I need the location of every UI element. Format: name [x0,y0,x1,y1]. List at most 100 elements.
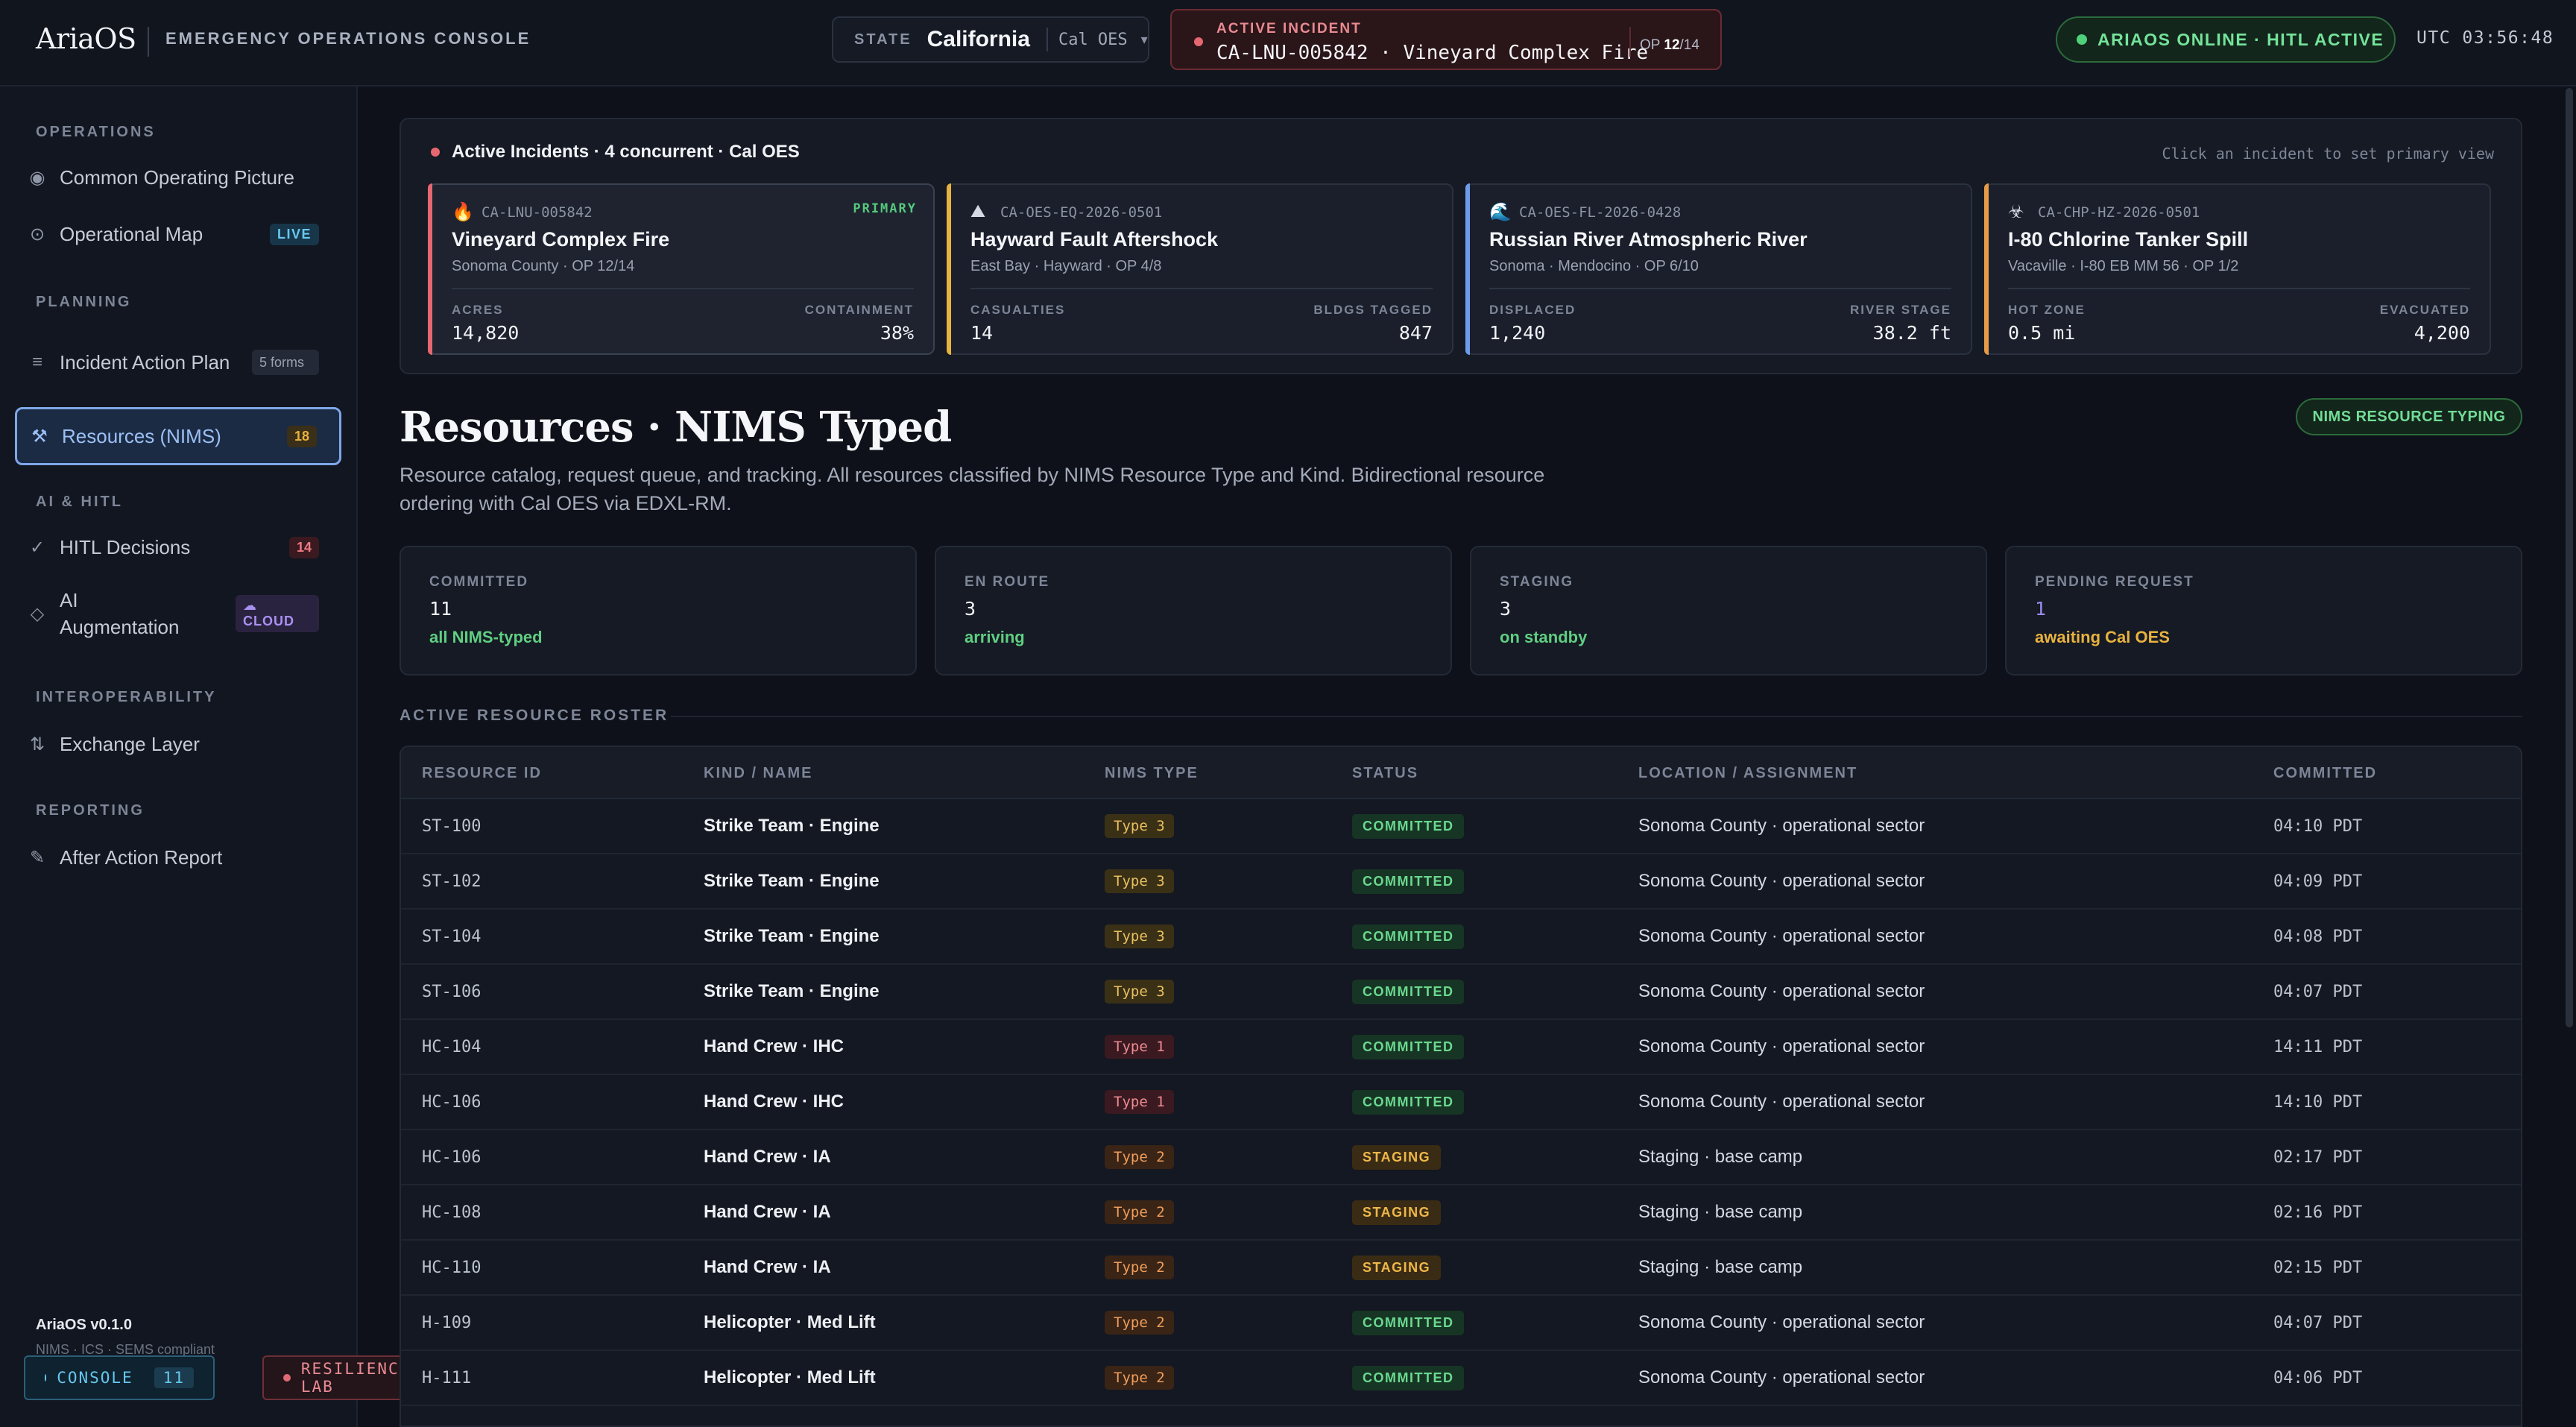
table-row[interactable]: HC-104 Hand Crew · IHC Type 1 COMMITTED … [401,1020,2521,1075]
incident-accent-bar [1984,183,1989,355]
roster-divider [671,716,2522,717]
committed-time: 02:16 PDT [2273,1203,2363,1222]
resource-name: Hand Crew · IA [704,1257,831,1277]
nims-type-badge: Type 1 [1105,1035,1174,1059]
main-scrollbar[interactable] [2566,88,2573,1027]
incident-accent-bar [947,183,951,355]
nims-type-badge: Type 3 [1105,814,1174,838]
status-badge: COMMITTED [1352,980,1465,1004]
metric-right-value: 38% [880,322,914,344]
resource-location: Sonoma County · operational sector [1638,1367,1925,1387]
table-row[interactable]: HC-106 Hand Crew · IA Type 2 STAGING Sta… [401,1130,2521,1185]
resource-id: ST-100 [422,817,482,836]
status-badge: STAGING [1352,1145,1442,1170]
status-badge: STAGING [1352,1200,1442,1225]
incident-title: I-80 Chlorine Tanker Spill [2008,228,2249,251]
metric-left-value: 1,240 [1489,322,1546,344]
status-badge: COMMITTED [1352,1035,1465,1059]
resources-count-badge: 18 [286,425,317,447]
lab-dot [283,1374,291,1382]
stat-label: EN ROUTE [965,574,1050,590]
resource-id: ST-102 [422,872,482,891]
resource-location: Sonoma County · operational sector [1638,871,1925,891]
sidebar-item-ai-augmentation[interactable]: ◇ AI Augmentation ☁ CLOUD [15,585,341,643]
stat-value: 3 [965,598,976,620]
incident-card[interactable]: 🌊 CA-OES-FL-2026-0428 Russian River Atmo… [1465,183,1972,355]
resource-name: Helicopter · Med Lift [704,1367,876,1387]
resource-location: Sonoma County · operational sector [1638,1312,1925,1332]
committed-time: 04:07 PDT [2273,1314,2363,1332]
stat-label: STAGING [1500,574,1574,590]
stat-label: PENDING REQUEST [2035,574,2194,590]
metric-right-label: BLDGS TAGGED [1313,303,1433,317]
table-row[interactable]: H-109 Helicopter · Med Lift Type 2 COMMI… [401,1296,2521,1351]
table-row[interactable]: HC-106 Hand Crew · IHC Type 1 COMMITTED … [401,1075,2521,1130]
metric-left-label: DISPLACED [1489,303,1576,317]
table-row[interactable]: H-111 Helicopter · Med Lift Type 2 COMMI… [401,1351,2521,1406]
brand-logo[interactable]: AriaOS [36,22,136,55]
section-planning: PLANNING [36,294,132,310]
sidebar-item-exchange-layer[interactable]: ⇅ Exchange Layer [15,722,341,766]
live-badge: LIVE [269,223,319,245]
table-row[interactable]: ST-100 Strike Team · Engine Type 3 COMMI… [401,799,2521,854]
metric-right-value: 38.2 ft [1872,322,1951,344]
incident-type-icon: ☣ [2008,202,2024,222]
sidebar-item-after-action-report[interactable]: ✎ After Action Report [15,835,341,880]
page-description: Resource catalog, request queue, and tra… [400,464,1545,514]
primary-badge: PRIMARY [853,201,917,216]
table-row[interactable]: ST-106 Strike Team · Engine Type 3 COMMI… [401,965,2521,1020]
column-header[interactable]: COMMITTED [2273,765,2378,781]
console-dot [45,1374,47,1382]
state-selector[interactable]: STATE California Cal OES ▾ [832,16,1149,63]
incident-subtitle: Sonoma · Mendocino · OP 6/10 [1489,258,1699,274]
nims-typing-badge[interactable]: NIMS RESOURCE TYPING [2296,398,2522,435]
panel-status-dot [431,148,440,157]
table-row[interactable]: ST-104 Strike Team · Engine Type 3 COMMI… [401,910,2521,965]
column-header[interactable]: NIMS TYPE [1105,765,1199,781]
table-row[interactable]: HC-110 Hand Crew · IA Type 2 STAGING Sta… [401,1241,2521,1296]
committed-time: 04:07 PDT [2273,983,2363,1001]
stat-card: STAGING 3 on standby [1470,546,1987,675]
metric-left-label: CASUALTIES [970,303,1066,317]
sidebar-item-resources-nims[interactable]: ⚒ Resources (NIMS) 18 [15,407,341,465]
active-incident-name: CA-LNU-005842 · Vineyard Complex Fire [1216,42,1649,64]
incident-card[interactable]: 🔥 CA-LNU-005842 PRIMARY Vineyard Complex… [428,183,935,355]
table-row[interactable]: HC-108 Hand Crew · IA Type 2 STAGING Sta… [401,1185,2521,1241]
active-incident-selector[interactable]: ACTIVE INCIDENT CA-LNU-005842 · Vineyard… [1170,9,1722,70]
nims-type-badge: Type 3 [1105,980,1174,1004]
incident-type-icon: 🌊 [1489,202,1512,222]
card-divider [1489,288,1951,289]
incident-card[interactable]: ⛰ CA-OES-EQ-2026-0501 Hayward Fault Afte… [947,183,1453,355]
metric-right-label: RIVER STAGE [1850,303,1951,317]
sidebar-item-common-operating-picture[interactable]: ◉ Common Operating Picture [15,155,341,200]
incident-subtitle: East Bay · Hayward · OP 4/8 [970,258,1162,274]
table-row[interactable]: ST-102 Strike Team · Engine Type 3 COMMI… [401,854,2521,910]
stat-value: 1 [2035,598,2047,620]
resource-id: H-111 [422,1369,472,1387]
sidebar-item-operational-map[interactable]: ⊙ Operational Map LIVE [15,212,341,256]
sidebar-item-label: HITL Decisions [60,536,191,558]
sidebar-item-label: Exchange Layer [60,733,200,755]
nims-type-badge: Type 2 [1105,1366,1174,1390]
version-label: AriaOS v0.1.0 [36,1317,132,1333]
column-header[interactable]: STATUS [1352,765,1419,781]
incident-card[interactable]: ☣ CA-CHP-HZ-2026-0501 I-80 Chlorine Tank… [1984,183,2491,355]
nims-type-badge: Type 2 [1105,1311,1174,1335]
resource-location: Staging · base camp [1638,1147,1803,1167]
column-header[interactable]: RESOURCE ID [422,765,542,781]
active-incident-label: ACTIVE INCIDENT [1216,21,1362,37]
resource-id: H-109 [422,1314,472,1332]
metric-left-value: 0.5 mi [2008,322,2076,344]
online-dot [2077,34,2087,45]
card-divider [452,288,914,289]
sidebar-item-incident-action-plan[interactable]: ≡ Incident Action Plan 5 forms [15,334,341,391]
resource-id: HC-110 [422,1259,482,1277]
stat-sub: on standby [1500,628,1588,646]
resource-id: ST-104 [422,927,482,946]
nims-type-badge: Type 3 [1105,869,1174,893]
column-header[interactable]: KIND / NAME [704,765,813,781]
column-header[interactable]: LOCATION / ASSIGNMENT [1638,765,1858,781]
op-period: OP 12/14 [1640,37,1699,54]
console-button[interactable]: CONSOLE 11 [24,1355,215,1400]
sidebar-item-hitl-decisions[interactable]: ✓ HITL Decisions 14 [15,525,341,570]
